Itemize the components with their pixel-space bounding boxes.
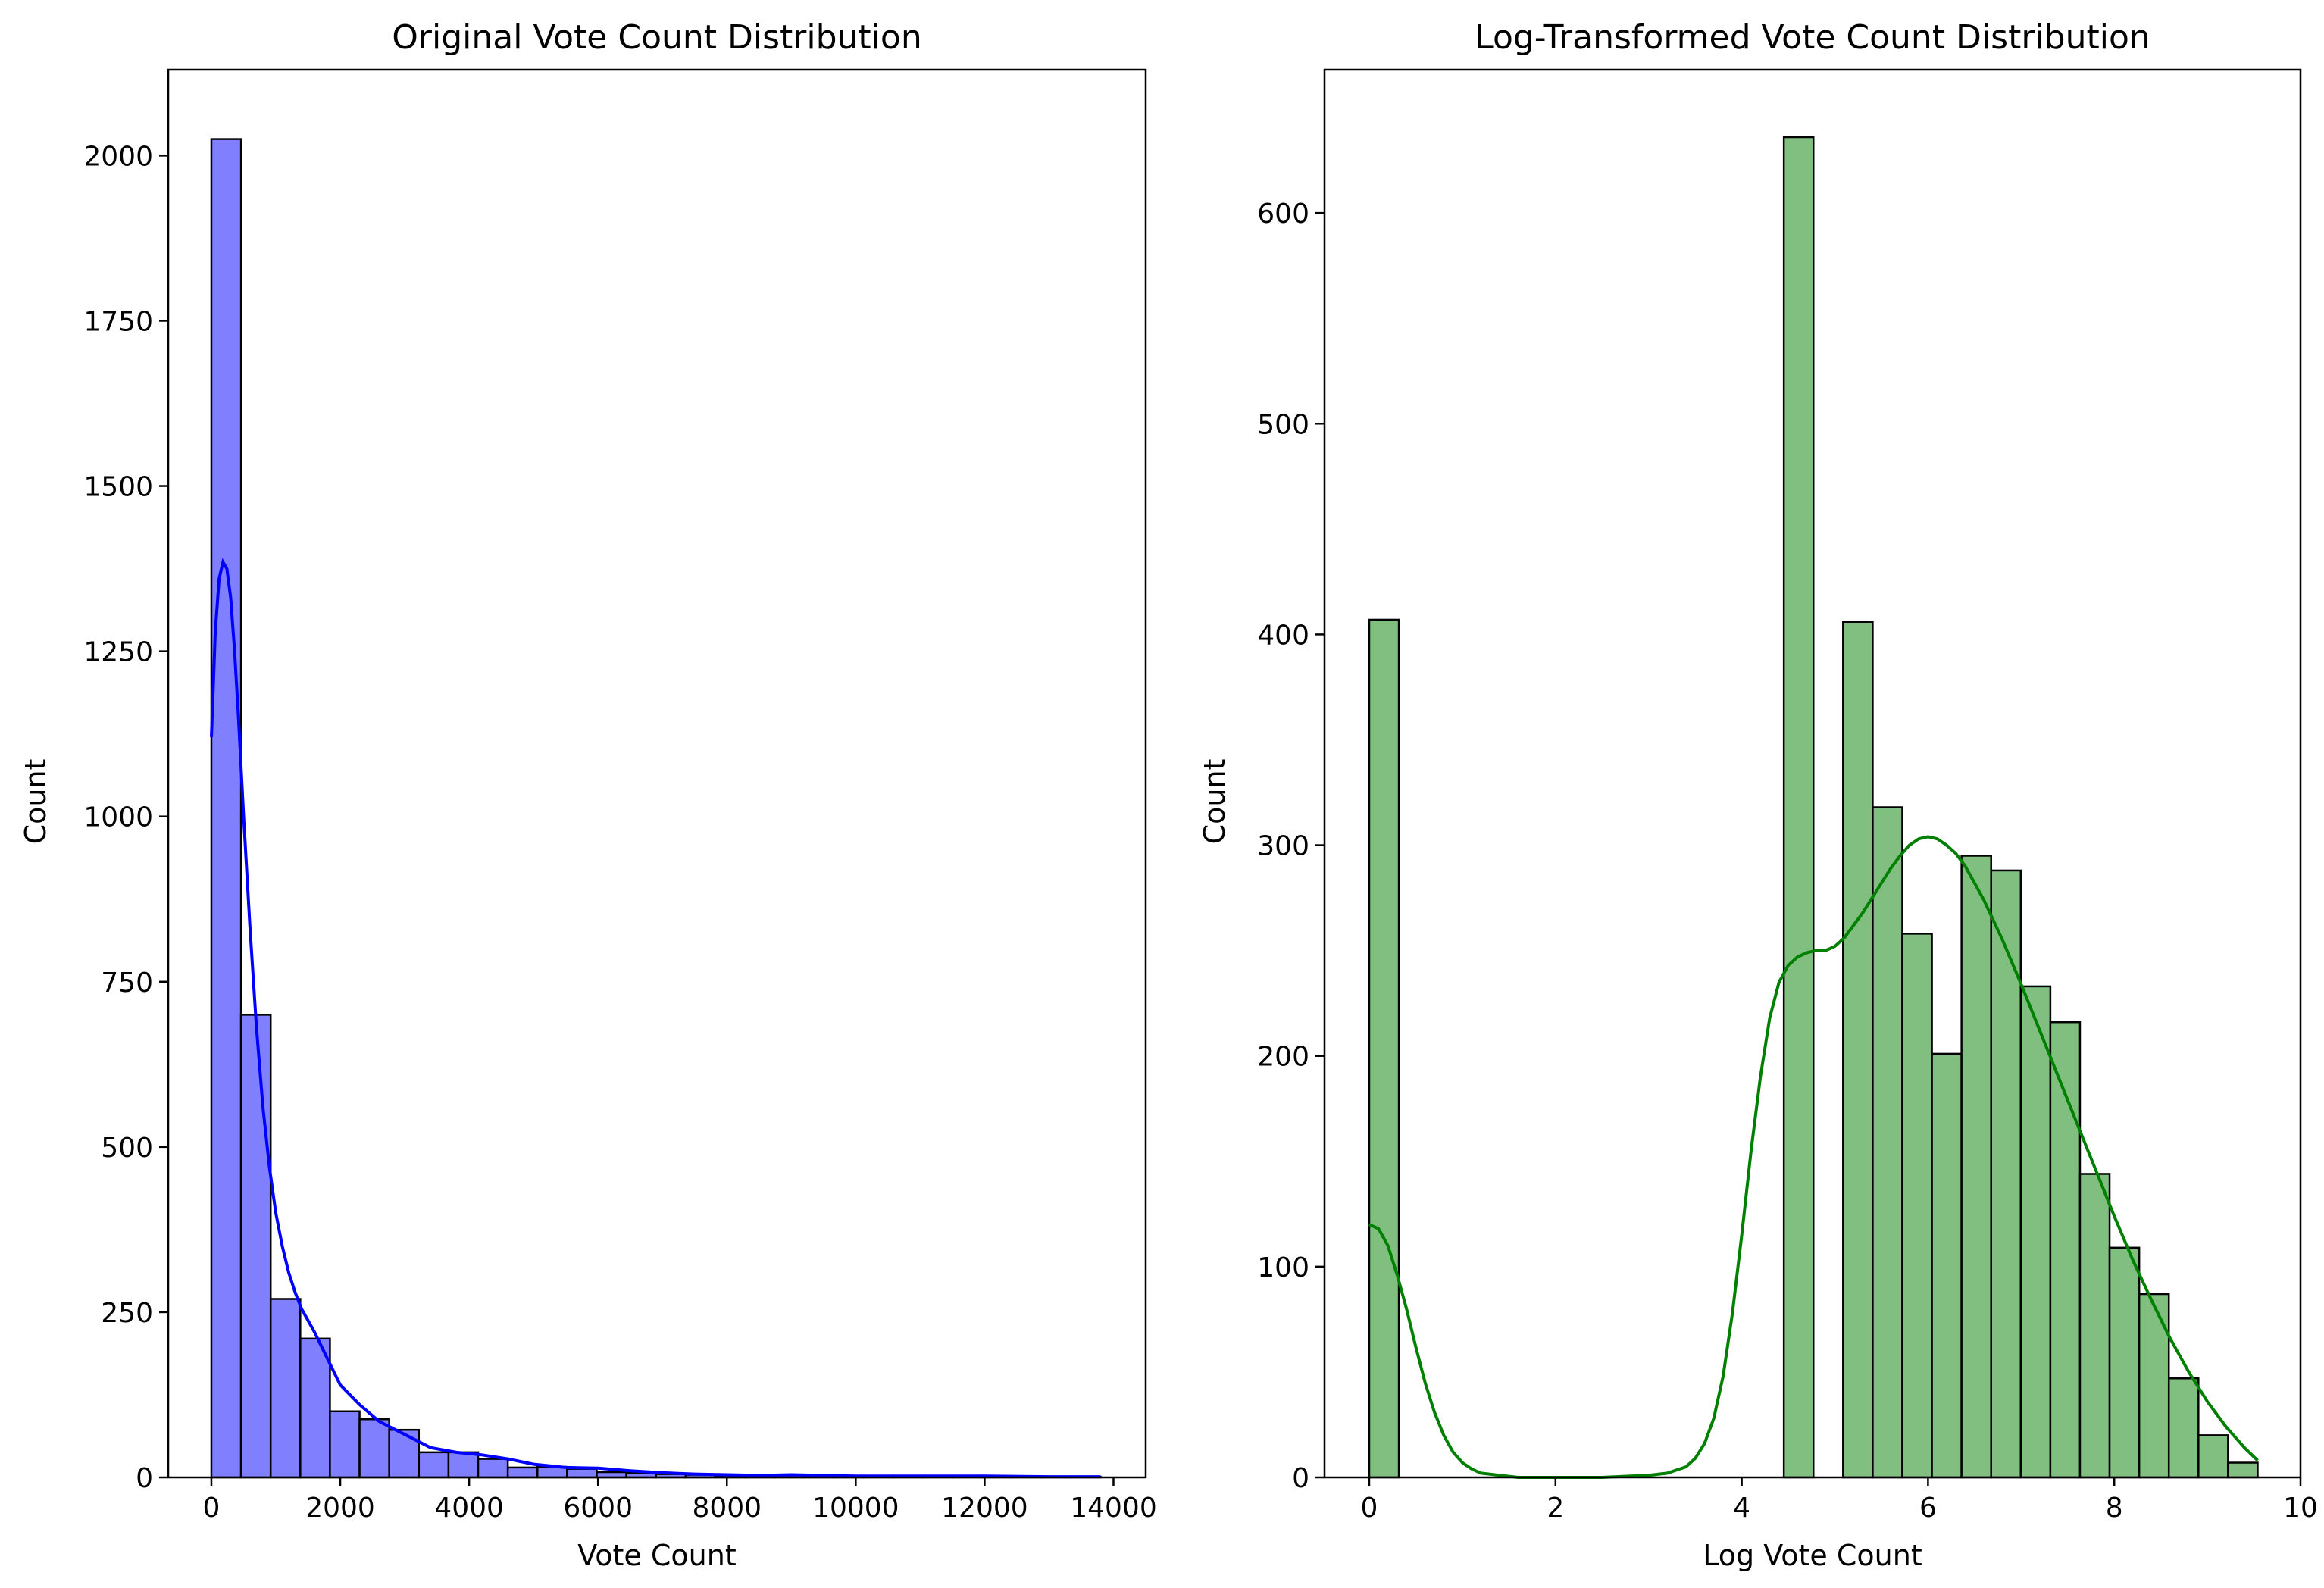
plot-frame bbox=[167, 68, 1147, 1479]
histogram-bar bbox=[2108, 1246, 2141, 1479]
histogram-bar bbox=[1960, 855, 1992, 1479]
chart-title: Original Vote Count Distribution bbox=[392, 18, 921, 57]
plot-frame bbox=[1323, 68, 2302, 1479]
histogram-bar bbox=[1990, 869, 2022, 1479]
histogram-bar bbox=[1782, 136, 1815, 1479]
histogram-bar bbox=[1842, 621, 1874, 1479]
histogram-bar bbox=[1901, 933, 1933, 1479]
y-tick-label: 0 bbox=[136, 1463, 153, 1494]
y-axis-ticks: 0 100 200 300 400 500 600 bbox=[1257, 198, 1325, 1494]
y-tick-label: 100 bbox=[1257, 1252, 1309, 1283]
histogram-bar bbox=[269, 1298, 302, 1479]
x-tick-label: 0 bbox=[1361, 1493, 1378, 1524]
histogram-bar bbox=[1931, 1052, 1963, 1479]
x-axis-label: Vote Count bbox=[577, 1539, 737, 1572]
y-tick-label: 1750 bbox=[83, 306, 153, 337]
histogram-bar bbox=[447, 1451, 480, 1479]
histogram-bar bbox=[418, 1451, 450, 1479]
histogram-bar bbox=[2227, 1461, 2259, 1479]
y-tick-label: 0 bbox=[1292, 1463, 1309, 1494]
x-tick-label: 12000 bbox=[941, 1493, 1028, 1524]
y-tick-label: 1000 bbox=[83, 802, 153, 833]
x-tick-label: 0 bbox=[203, 1493, 221, 1524]
y-tick-label: 400 bbox=[1257, 620, 1309, 651]
y-tick-label: 1250 bbox=[83, 637, 153, 668]
x-tick-label: 10 bbox=[2283, 1493, 2318, 1524]
y-axis-label: Count bbox=[1198, 759, 1231, 845]
y-tick-label: 200 bbox=[1257, 1042, 1309, 1073]
histogram-bar bbox=[1368, 618, 1400, 1479]
histogram-bars bbox=[1368, 136, 2259, 1479]
kde-curve bbox=[210, 558, 1101, 1479]
histogram-bar bbox=[358, 1418, 390, 1479]
log-vote-count-histogram: Log-Transformed Vote Count Distribution … bbox=[1198, 18, 2318, 1572]
histogram-bar bbox=[388, 1428, 421, 1479]
histogram-bar bbox=[477, 1458, 509, 1479]
x-tick-label: 2000 bbox=[305, 1493, 375, 1524]
x-tick-label: 8 bbox=[2106, 1493, 2123, 1524]
histogram-bar bbox=[2049, 1021, 2082, 1479]
y-tick-label: 300 bbox=[1257, 831, 1309, 862]
y-tick-label: 600 bbox=[1257, 198, 1309, 230]
x-axis-label: Log Vote Count bbox=[1703, 1539, 1922, 1572]
x-tick-label: 14000 bbox=[1070, 1493, 1157, 1524]
histogram-bar bbox=[2019, 985, 2052, 1479]
x-tick-label: 4 bbox=[1733, 1493, 1750, 1524]
histogram-bar bbox=[210, 138, 242, 1479]
histogram-bar bbox=[2138, 1293, 2170, 1479]
histogram-bar bbox=[2078, 1173, 2111, 1479]
histogram-bar bbox=[1872, 806, 1903, 1479]
y-tick-label: 250 bbox=[101, 1298, 153, 1329]
x-tick-label: 10000 bbox=[812, 1493, 899, 1524]
y-tick-label: 2000 bbox=[83, 141, 153, 172]
y-tick-label: 500 bbox=[1257, 409, 1309, 440]
histogram-bar bbox=[566, 1468, 598, 1479]
histogram-bar bbox=[329, 1410, 361, 1479]
histogram-bar bbox=[506, 1466, 539, 1479]
x-axis-ticks: 0 2 4 6 8 10 bbox=[1361, 1477, 2318, 1524]
x-tick-label: 2 bbox=[1547, 1493, 1564, 1524]
x-tick-label: 6000 bbox=[563, 1493, 633, 1524]
histogram-bar bbox=[2197, 1434, 2229, 1479]
histogram-bar bbox=[299, 1337, 331, 1479]
y-axis-label: Count bbox=[19, 759, 52, 845]
chart-title: Log-Transformed Vote Count Distribution bbox=[1475, 18, 2150, 57]
y-tick-label: 750 bbox=[101, 967, 153, 999]
histogram-bars bbox=[210, 138, 1102, 1479]
x-axis-ticks: 0 2000 4000 6000 8000 10000 12000 14000 bbox=[203, 1477, 1157, 1524]
histogram-bar bbox=[2167, 1377, 2200, 1479]
y-axis-ticks: 0 250 500 750 1000 1250 1500 1750 2000 bbox=[83, 141, 168, 1494]
x-tick-label: 4000 bbox=[434, 1493, 504, 1524]
y-tick-label: 500 bbox=[101, 1133, 153, 1164]
x-tick-label: 6 bbox=[1919, 1493, 1937, 1524]
kde-curve bbox=[1368, 835, 2259, 1479]
x-tick-label: 8000 bbox=[692, 1493, 762, 1524]
y-tick-label: 1500 bbox=[83, 472, 153, 503]
vote-count-histogram: Original Vote Count Distribution 0 2000 40… bbox=[19, 18, 1157, 1572]
histogram-bar bbox=[239, 1014, 272, 1479]
